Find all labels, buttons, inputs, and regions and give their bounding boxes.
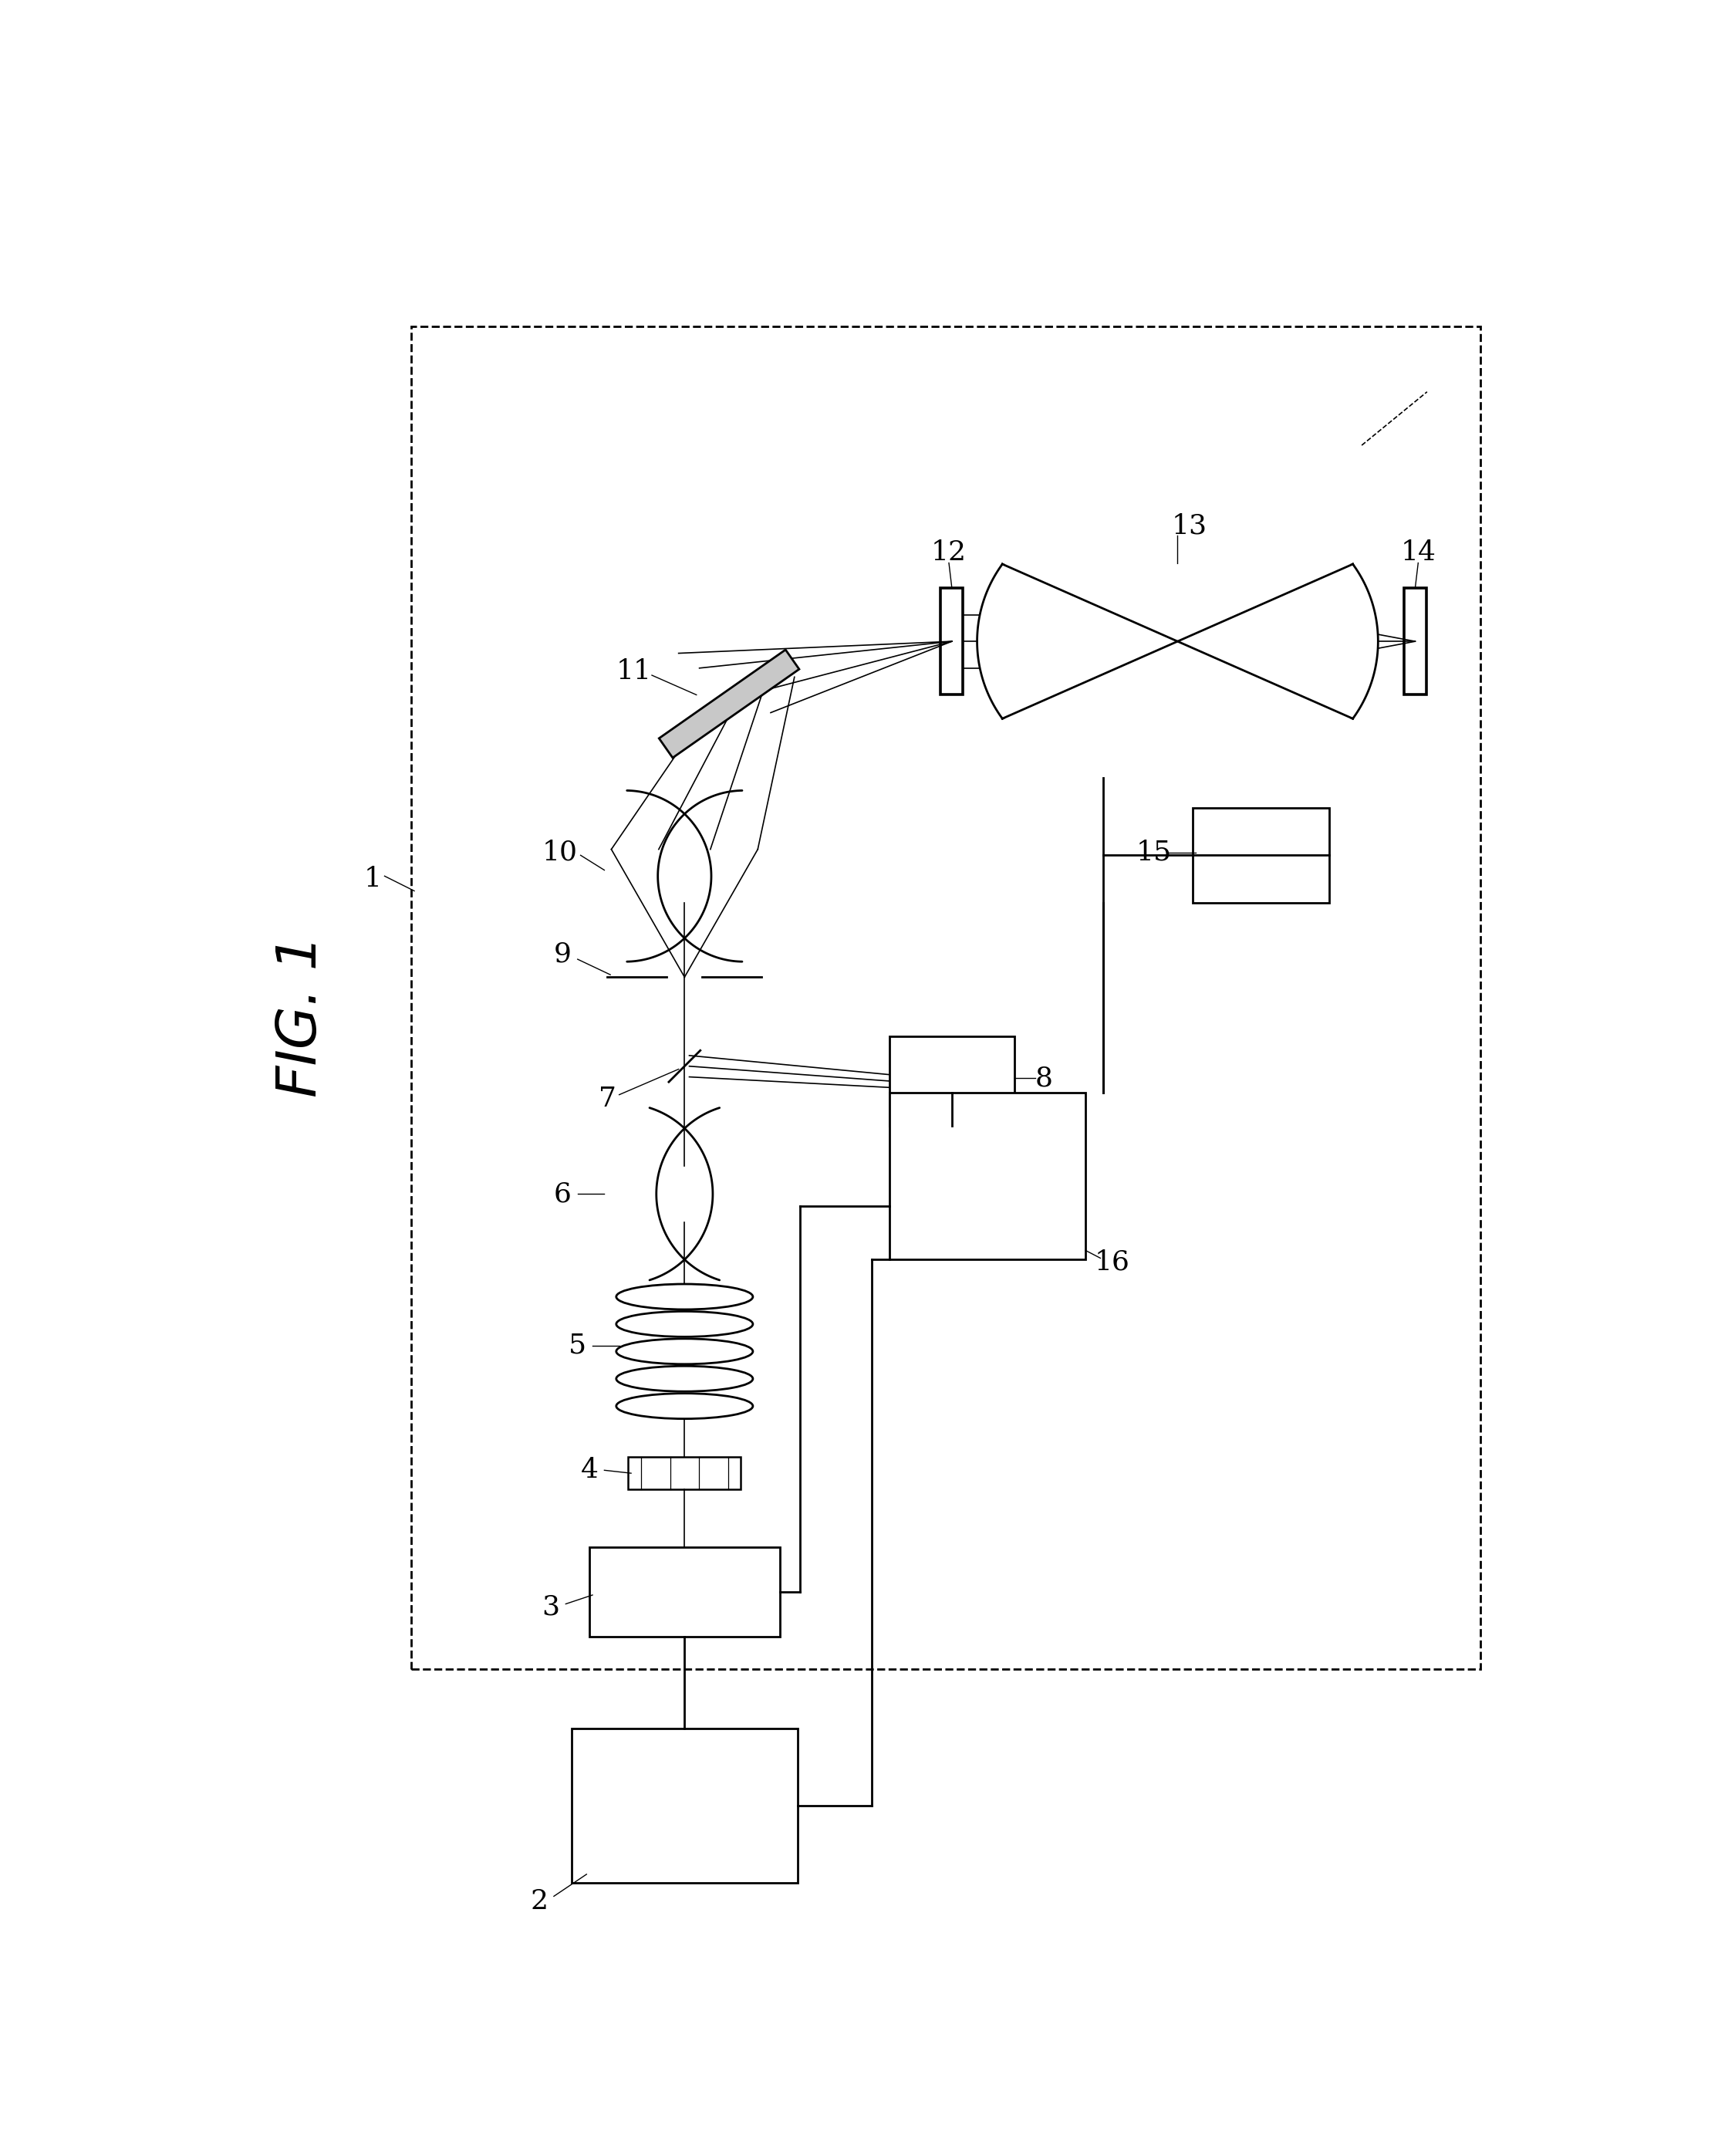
FancyBboxPatch shape	[1192, 808, 1329, 903]
Text: 12: 12	[932, 539, 966, 565]
FancyBboxPatch shape	[890, 1093, 1086, 1259]
Ellipse shape	[616, 1285, 753, 1309]
Ellipse shape	[616, 1311, 753, 1337]
Text: 8: 8	[1036, 1065, 1053, 1091]
Text: 7: 7	[599, 1087, 616, 1112]
Text: 5: 5	[569, 1332, 586, 1358]
Text: 4: 4	[581, 1457, 599, 1483]
Text: 3: 3	[541, 1593, 560, 1619]
FancyBboxPatch shape	[573, 1729, 798, 1882]
FancyBboxPatch shape	[1404, 589, 1426, 694]
Text: 14: 14	[1400, 539, 1437, 565]
Text: FIG. 1: FIG. 1	[274, 934, 328, 1097]
FancyBboxPatch shape	[628, 1457, 741, 1490]
Ellipse shape	[616, 1339, 753, 1365]
Text: 9: 9	[553, 942, 571, 968]
Ellipse shape	[616, 1393, 753, 1419]
Text: 1: 1	[364, 867, 382, 893]
Text: 13: 13	[1171, 513, 1208, 539]
Text: 11: 11	[616, 658, 652, 683]
FancyBboxPatch shape	[940, 589, 963, 694]
Text: 6: 6	[553, 1181, 571, 1207]
Text: 10: 10	[541, 839, 578, 865]
Polygon shape	[977, 565, 1378, 718]
Ellipse shape	[616, 1367, 753, 1391]
Text: 16: 16	[1095, 1248, 1129, 1276]
FancyBboxPatch shape	[590, 1548, 779, 1636]
Text: 2: 2	[531, 1889, 548, 1915]
FancyBboxPatch shape	[890, 1037, 1015, 1125]
Polygon shape	[659, 649, 800, 757]
Text: 15: 15	[1136, 839, 1171, 865]
